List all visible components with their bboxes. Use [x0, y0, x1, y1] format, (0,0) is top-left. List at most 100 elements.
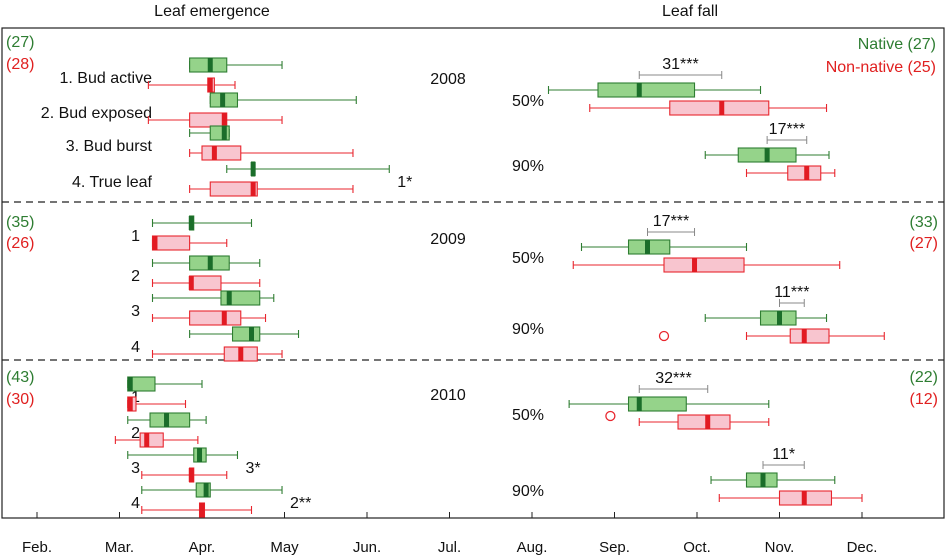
panel-year-2010: 2010 [430, 387, 466, 404]
panel-0-stage-sig-3: 1* [397, 174, 412, 191]
panel-0-emergence-2-nonnative-median [211, 146, 217, 160]
panel-1-fall-1-outlier [658, 330, 670, 342]
panel-1-fall-1-nonnative-box [789, 328, 830, 344]
panel-1-emergence-1-nonnative-median [188, 276, 194, 290]
chart-marks: Feb. Mar. Apr. May Jun. Jul. Aug. Sep. Oct. Nov. D… [1, 27, 945, 556]
panel-year-2008: 2008 [430, 71, 466, 88]
panel-2-emergence-1-nonnative-median [144, 433, 150, 447]
panel-1-fall-label-0: 50% [512, 250, 544, 267]
panel-2-fall-0-native-box [627, 396, 687, 412]
panel-0-stage-label-3: 4. True leaf [72, 174, 153, 191]
panel-0-emergence-3-nonnative-box [209, 181, 258, 197]
legend-nonnative: Non-native (25) [826, 59, 936, 76]
panel-1-fall-0-nonnative-median [692, 258, 698, 272]
x-tick-label: Aug. [517, 539, 548, 556]
panel-2-fall-0-nonnative-median [705, 415, 711, 429]
panel-1-native-count: (35) [6, 214, 34, 231]
panel-0-emergence-2-nonnative-box [201, 145, 242, 161]
panel-2-fall-0-native-median [636, 397, 642, 411]
panel-1-stage-label-0: 1 [131, 228, 140, 245]
panel-year-2009: 2009 [430, 231, 466, 248]
panel-1-emergence-2-nonnative-median [221, 311, 227, 325]
panel-0-emergence-3-nonnative-median [250, 182, 256, 196]
panel-2-right-native-count: (22) [910, 369, 938, 386]
panel-0-fall-sig-0-label: 31*** [662, 56, 698, 73]
panel-0-fall-1-native-median [764, 148, 770, 162]
panel-1-stage-label-1: 2 [131, 268, 140, 285]
panel-2-emergence-0-native-median [127, 377, 133, 391]
panel-1-fall-sig-0-label: 17*** [653, 213, 689, 230]
panel-2-fall-1-nonnative-median [801, 491, 807, 505]
panel-1-emergence-1-nonnative-box [189, 275, 222, 291]
panel-1-fall-0-nonnative-box [663, 257, 745, 273]
panel-1-emergence-3-native-median [249, 327, 254, 341]
panel-1-fall-label-1: 90% [512, 321, 544, 338]
panel-0-stage-label-0: 1. Bud active [60, 70, 153, 87]
panel-1-stage-label-3: 4 [131, 339, 140, 356]
panel-1-stage-label-2: 3 [131, 303, 140, 320]
x-tick-label: Jul. [438, 539, 461, 556]
panel-2-fall-1-native-median [760, 473, 766, 487]
panel-2-fall-label-1: 90% [512, 483, 544, 500]
panel-1-right-native-count: (33) [910, 214, 938, 231]
panel-0-nonnative-count: (28) [6, 56, 34, 73]
panel-0-emergence-0-native-median [207, 58, 213, 72]
panel-0-fall-0-native-box [597, 82, 696, 98]
panel-1-emergence-3-nonnative-median [238, 347, 244, 361]
panel-2-emergence-1-nonnative-box [139, 432, 164, 448]
panel-0-fall-0-nonnative-median [719, 101, 725, 115]
panel-0-fall-sig-1-label: 17*** [769, 121, 805, 138]
panel-1-emergence-1-native-median [207, 256, 213, 270]
panel-2-fall-0-nonnative-box [677, 414, 731, 430]
panel-1-fall-sig-1-label: 11*** [774, 284, 809, 301]
panel-2-stage-label-2: 3 [131, 460, 140, 477]
panel-2-stage-label-3: 4 [131, 495, 140, 512]
x-tick-label: Nov. [765, 539, 795, 556]
panel-0-stage-label-2: 3. Bud burst [66, 138, 153, 155]
panel-0-emergence-2-native-median [221, 126, 227, 140]
panel-0-emergence-1-nonnative-box [189, 112, 228, 128]
x-tick-label: Mar. [105, 539, 134, 556]
x-tick-label: May [270, 539, 299, 556]
panel-2-fall-sig-1-label: 11* [772, 446, 795, 463]
x-tick-label: Sep. [599, 539, 630, 556]
panel-2-fall-label-0: 50% [512, 407, 544, 424]
panel-1-emergence-0-nonnative-median [152, 236, 158, 250]
panel-0-fall-1-nonnative-median [804, 166, 810, 180]
panel-2-fall-sig-0-label: 32*** [655, 370, 691, 387]
panel-2-stage-sig-2: 3* [245, 460, 260, 477]
panel-0-emergence-0-nonnative-median [207, 78, 213, 92]
plot-frame [1, 27, 945, 519]
panel-1-emergence-3-native-box [231, 326, 261, 342]
leaf-emergence-header: Leaf emergence [154, 3, 270, 20]
panel-1-fall-1-native-median [777, 311, 782, 325]
x-tick-label: Oct. [683, 539, 711, 556]
panel-1-right-nonnative-count: (27) [910, 235, 938, 252]
panel-0-fall-0-native-median [636, 83, 642, 97]
panel-1-fall-0-native-median [645, 240, 650, 254]
panel-0-stage-label-1: 2. Bud exposed [41, 105, 152, 122]
panel-1-emergence-0-native-median [188, 216, 194, 230]
x-tick-label: Feb. [22, 539, 52, 556]
panel-2-emergence-1-native-median [164, 413, 170, 427]
leaf-fall-header: Leaf fall [662, 3, 718, 20]
panel-1-nonnative-count: (26) [6, 235, 34, 252]
panel-1-emergence-2-nonnative-box [189, 310, 242, 326]
panel-0-native-count: (27) [6, 34, 34, 51]
panel-2-emergence-2-nonnative-median [188, 468, 194, 482]
panel-2-emergence-1-native-box [149, 412, 191, 428]
x-tick-label: Dec. [847, 539, 878, 556]
panel-2-stage-label-1: 2 [131, 425, 140, 442]
panel-2-emergence-3-nonnative-median [199, 503, 205, 517]
panel-2-nonnative-count: (30) [6, 391, 34, 408]
panel-0-emergence-3-native-median [250, 162, 256, 176]
x-tick-label: Apr. [189, 539, 216, 556]
panel-2-emergence-3-native-median [203, 483, 209, 497]
panel-1-emergence-2-native-median [226, 291, 232, 305]
panel-2-right-nonnative-count: (12) [910, 391, 938, 408]
panel-2-emergence-2-native-median [197, 448, 203, 462]
panel-2-fall-0-outlier [605, 410, 616, 422]
panel-0-fall-label-1: 90% [512, 158, 544, 175]
panel-1-fall-1-nonnative-median [801, 329, 807, 343]
